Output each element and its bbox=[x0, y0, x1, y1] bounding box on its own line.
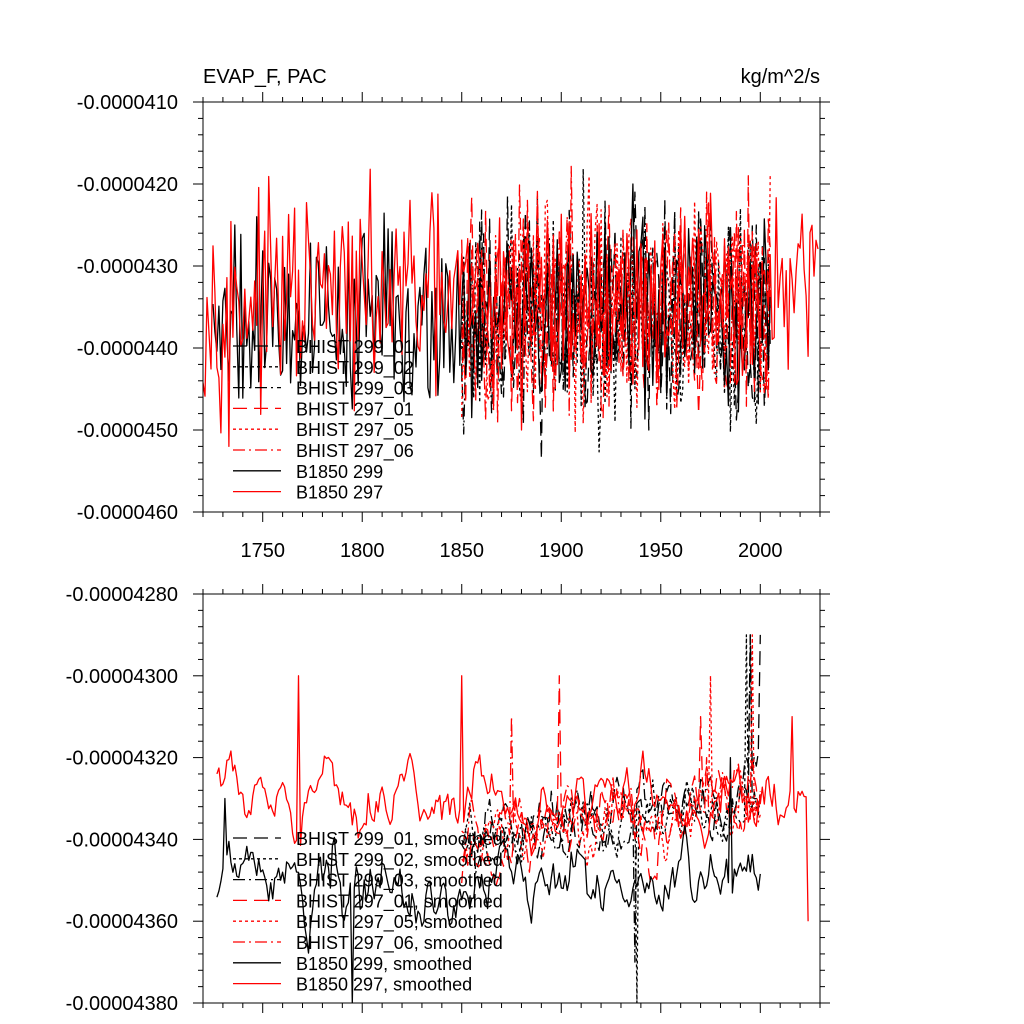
legend-label: BHIST 299_03 bbox=[296, 379, 414, 400]
series-line-5 bbox=[461, 716, 761, 884]
y-tick-label: -0.00004380 bbox=[66, 993, 178, 1015]
legend-label: BHIST 299_02, smoothed bbox=[296, 850, 503, 871]
series-line-0 bbox=[461, 634, 761, 865]
legend-label: BHIST 297_06 bbox=[296, 441, 414, 462]
y-tick-label: -0.0000430 bbox=[77, 256, 178, 278]
x-tick-label: 2000 bbox=[738, 540, 783, 562]
y-tick-label: -0.00004320 bbox=[66, 748, 178, 770]
legend-label: BHIST 297_05 bbox=[296, 420, 414, 441]
series-line-6 bbox=[212, 183, 771, 420]
legend-label: BHIST 297_01 bbox=[296, 399, 414, 420]
y-tick-label: -0.0000420 bbox=[77, 174, 178, 196]
legend-label: BHIST 299_03, smoothed bbox=[296, 871, 503, 892]
x-tick-label: 1850 bbox=[439, 540, 484, 562]
y-tick-label: -0.0000410 bbox=[77, 92, 178, 114]
series-line-2 bbox=[461, 634, 761, 963]
series-line-0 bbox=[461, 191, 771, 460]
x-tick-label: 1750 bbox=[240, 540, 285, 562]
legend-label: BHIST 299_01 bbox=[296, 337, 414, 358]
legend-label: BHIST 297_01, smoothed bbox=[296, 891, 503, 912]
x-tick-label: 1900 bbox=[539, 540, 584, 562]
legend-label: BHIST 299_01, smoothed bbox=[296, 829, 503, 850]
series-line-3 bbox=[461, 175, 771, 422]
panel-top: EVAP_F, PAC kg/m^2/s 1750 1800 1850 1900 195… bbox=[77, 66, 830, 562]
legend-label: BHIST 297_05, smoothed bbox=[296, 912, 503, 933]
plot-area bbox=[203, 165, 819, 460]
legend-label: B1850 299, smoothed bbox=[296, 954, 472, 974]
series-line-4 bbox=[461, 634, 761, 869]
plot-frame bbox=[202, 101, 821, 513]
x-tick-label: 1800 bbox=[340, 540, 385, 562]
series-line-7 bbox=[203, 168, 819, 448]
y-tick-label: -0.0000450 bbox=[77, 420, 178, 442]
panel-bottom: -0.00004280 -0.00004300 -0.00004320 -0.0000… bbox=[66, 584, 830, 1015]
legend-label: BHIST 297_06, smoothed bbox=[296, 933, 503, 954]
plot-area bbox=[216, 634, 809, 1003]
series-line-3 bbox=[461, 675, 761, 889]
y-tick-label: -0.00004340 bbox=[66, 829, 178, 851]
legend-label: B1850 297 bbox=[296, 483, 383, 503]
legend-label: B1850 299 bbox=[296, 462, 383, 482]
series-line-7 bbox=[216, 675, 809, 922]
y-tick-label: -0.0000460 bbox=[77, 502, 178, 524]
chart-units-label: kg/m^2/s bbox=[741, 66, 820, 88]
plot-frame bbox=[202, 593, 821, 1004]
x-tick-label: 1950 bbox=[639, 540, 684, 562]
series-line-6 bbox=[216, 756, 761, 1003]
chart-title-left: EVAP_F, PAC bbox=[203, 66, 327, 88]
y-tick-label: -0.0000440 bbox=[77, 338, 178, 360]
y-tick-label: -0.00004280 bbox=[66, 584, 178, 606]
y-tick-label: -0.00004300 bbox=[66, 666, 178, 688]
legend-label: BHIST 299_02 bbox=[296, 358, 414, 379]
y-tick-label: -0.00004360 bbox=[66, 911, 178, 933]
legend-label: B1850 297, smoothed bbox=[296, 975, 472, 995]
